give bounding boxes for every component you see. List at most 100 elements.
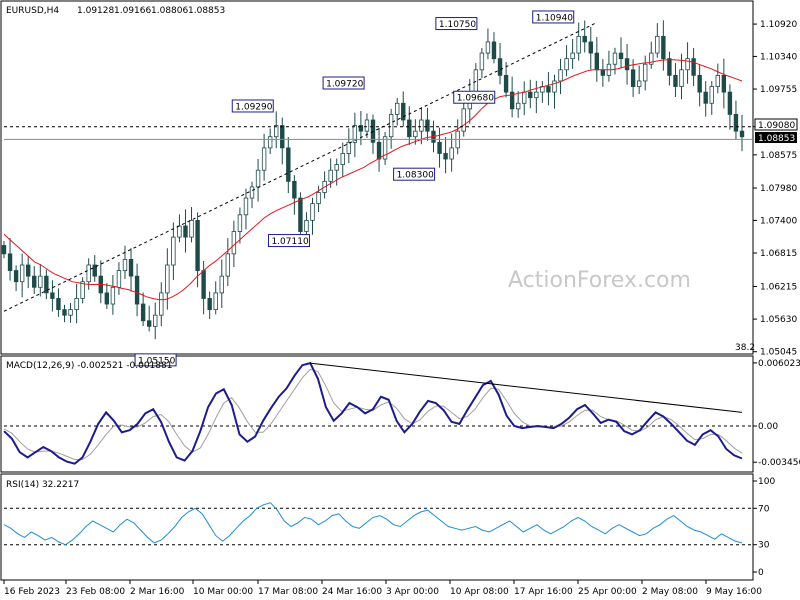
candle-body bbox=[715, 74, 721, 87]
candle-body bbox=[534, 91, 539, 99]
candle-body bbox=[503, 74, 509, 93]
candle-body bbox=[50, 292, 55, 299]
time-tick-label: 10 Apr 08:00 bbox=[450, 587, 509, 597]
candle-body bbox=[401, 102, 406, 121]
macd-axis: 0.006023 0.00 -0.003456 bbox=[753, 359, 800, 468]
price-pane-frame bbox=[0, 0, 754, 355]
candle-body bbox=[298, 197, 303, 232]
swing-label-box bbox=[231, 99, 274, 113]
candle-body bbox=[636, 80, 642, 87]
swing-label-box bbox=[393, 167, 436, 181]
candle-body bbox=[352, 125, 358, 143]
ohlc-open: 1.09128 bbox=[77, 6, 114, 16]
time-tick-label: 2 May 08:00 bbox=[642, 587, 698, 597]
candle-body bbox=[419, 119, 424, 132]
candle-body bbox=[721, 74, 727, 93]
swing-label-box bbox=[435, 17, 478, 31]
rsi-axis: 100 70 30 0 bbox=[753, 477, 775, 578]
candle-body bbox=[588, 41, 593, 54]
candle-body bbox=[461, 108, 466, 132]
candle-body bbox=[292, 180, 297, 199]
time-tick-label: 16 Feb 2023 bbox=[4, 587, 60, 597]
candle-body bbox=[213, 292, 218, 311]
candle-body bbox=[667, 58, 672, 76]
price-tick-label: 1.05045 bbox=[760, 348, 797, 358]
candle-body bbox=[515, 102, 521, 110]
candle-body bbox=[673, 74, 678, 87]
candle-body bbox=[394, 102, 400, 115]
macd-trendline bbox=[309, 362, 743, 413]
price-tick-label: 1.10340 bbox=[760, 52, 797, 62]
level-price-label: 1.09080 bbox=[758, 121, 795, 131]
candle-body bbox=[183, 225, 188, 238]
rsi-tick-label: 100 bbox=[758, 477, 775, 487]
candle-body bbox=[739, 130, 745, 138]
swing-label: 1.10940 bbox=[536, 13, 573, 23]
price-tick-label: 1.05630 bbox=[760, 315, 797, 325]
candle-body bbox=[334, 164, 339, 171]
candle-body bbox=[491, 41, 497, 60]
time-axis: 16 Feb 2023 23 Feb 08:00 2 Mar 16:00 10 Mar… bbox=[3, 580, 762, 597]
ohlc-low: 1.08806 bbox=[151, 6, 188, 16]
candle-body bbox=[340, 153, 345, 166]
candle-body bbox=[425, 119, 430, 132]
price-candles bbox=[1, 20, 745, 340]
current-price-box bbox=[755, 132, 797, 143]
candle-body bbox=[44, 275, 49, 294]
candle-body bbox=[153, 314, 158, 327]
fib-label: 38.2 bbox=[735, 343, 755, 353]
candle-body bbox=[437, 141, 442, 154]
trend-channel-line bbox=[3, 22, 597, 312]
candle-body bbox=[7, 253, 13, 271]
rsi-line bbox=[3, 502, 743, 546]
candle-body bbox=[140, 303, 146, 322]
candle-body bbox=[552, 80, 557, 93]
time-tick-label: 17 Apr 16:00 bbox=[514, 587, 573, 597]
candle-body bbox=[528, 91, 533, 99]
swing-label: 1.05150 bbox=[138, 356, 175, 366]
candle-body bbox=[388, 114, 394, 138]
swing-label-box bbox=[134, 353, 177, 367]
candle-body bbox=[38, 275, 43, 288]
rsi-pane-title: RSI(14) 32.2217 bbox=[6, 480, 79, 490]
candle-body bbox=[195, 219, 200, 271]
candle-body bbox=[304, 219, 309, 232]
macd-tick-label: 0.006023 bbox=[758, 359, 800, 369]
candle-body bbox=[346, 141, 352, 154]
candle-body bbox=[56, 298, 61, 311]
candle-body bbox=[122, 259, 128, 271]
swing-label: 1.10750 bbox=[439, 20, 476, 30]
swing-label-box bbox=[532, 10, 575, 24]
candle-body bbox=[177, 225, 182, 238]
candle-body bbox=[570, 52, 575, 60]
level-price-box bbox=[754, 118, 798, 131]
candle-body bbox=[600, 69, 606, 76]
candle-body bbox=[1, 245, 7, 255]
candle-body bbox=[328, 169, 333, 182]
macd-pane-frame bbox=[0, 355, 754, 473]
time-tick-label: 25 Apr 00:00 bbox=[578, 587, 637, 597]
candle-body bbox=[649, 52, 654, 65]
candle-body bbox=[110, 286, 116, 305]
candle-body bbox=[261, 147, 267, 171]
swing-point-labels: 1.05150 1.09290 1.07110 1.09720 1.08300 1.096… bbox=[134, 10, 575, 367]
candle-body bbox=[62, 309, 67, 316]
candle-body bbox=[509, 91, 515, 110]
candle-body bbox=[159, 292, 164, 316]
candle-body bbox=[661, 35, 666, 60]
candle-body bbox=[231, 231, 237, 255]
candle-body bbox=[225, 253, 231, 277]
candle-body bbox=[201, 270, 206, 299]
time-tick-label: 24 Mar 16:00 bbox=[322, 587, 382, 597]
candle-body bbox=[316, 192, 321, 205]
candle-body bbox=[74, 298, 79, 311]
candle-body bbox=[286, 147, 291, 182]
rsi-pane-frame bbox=[0, 473, 754, 581]
candle-body bbox=[249, 186, 255, 199]
candle-body bbox=[697, 74, 702, 93]
candle-body bbox=[546, 86, 551, 93]
macd-tick-label: -0.003456 bbox=[758, 458, 800, 468]
price-tick-label: 1.08575 bbox=[760, 151, 797, 161]
candle-body bbox=[19, 264, 25, 283]
